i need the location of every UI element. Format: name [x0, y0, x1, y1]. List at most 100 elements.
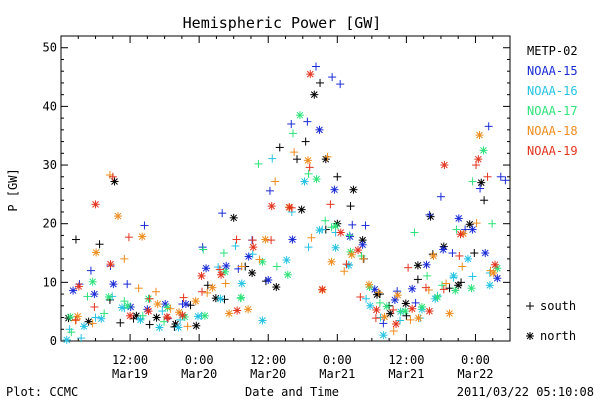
x-tick-label-date: Mar20 [250, 367, 286, 381]
north-marker-d2 [126, 312, 134, 320]
north-marker-d2 [192, 297, 200, 305]
north-marker-d2 [381, 313, 388, 321]
chart-title: Hemispheric Power [GW] [183, 14, 382, 32]
data-point-north [408, 284, 417, 293]
data-point-north [386, 309, 395, 318]
north-marker-d2 [365, 281, 373, 289]
data-point-north [306, 70, 315, 79]
north-marker-d2 [480, 147, 487, 154]
data-point-south [496, 172, 505, 181]
data-point-south [268, 154, 277, 163]
data-point-north [222, 261, 231, 270]
north-marker-d2 [296, 111, 304, 119]
data-point-south [151, 287, 160, 296]
data-point-north [336, 228, 345, 237]
north-marker-d2 [225, 310, 233, 317]
north-marker-d2 [401, 307, 409, 315]
north-marker-d2 [201, 312, 209, 320]
data-point-south [186, 301, 195, 310]
x-tick-label-time: 0:00 [461, 353, 490, 367]
north-marker-d2 [426, 307, 433, 315]
north-marker-d2 [469, 226, 476, 233]
data-point-north [474, 155, 483, 164]
north-marker-d2 [153, 314, 160, 321]
x-tick-label-date: Mar21 [388, 367, 424, 381]
north-marker-d2 [175, 324, 182, 331]
data-point-north [197, 271, 206, 280]
data-point-south [375, 298, 384, 307]
data-point-north [312, 175, 321, 184]
north-marker-d2 [154, 300, 162, 308]
north-marker-d2 [477, 179, 485, 186]
data-point-south [476, 184, 485, 193]
data-point-north [267, 202, 276, 211]
data-point-north [303, 156, 312, 165]
north-marker-d2 [441, 161, 448, 169]
north-marker-d2 [222, 262, 230, 270]
data-point-north [477, 178, 486, 187]
north-marker-d2 [454, 281, 462, 289]
north-marker-d2 [272, 283, 280, 291]
data-point-south [271, 177, 280, 186]
data-point-south [275, 143, 284, 152]
north-marker-d2 [175, 308, 183, 316]
data-point-north [208, 283, 217, 292]
data-point-north [331, 243, 340, 252]
data-point-south [120, 254, 129, 263]
north-marker-d2 [371, 286, 379, 293]
data-point-south [272, 262, 281, 271]
north-marker-d2 [259, 258, 266, 266]
data-point-north [433, 293, 442, 302]
data-point-north [285, 203, 294, 212]
north-marker-d2 [402, 300, 410, 307]
north-marker-d2 [221, 268, 229, 276]
north-marker-d2 [198, 272, 205, 280]
north-marker-d2 [237, 294, 245, 301]
data-point-north [425, 307, 434, 316]
data-point-north [445, 309, 454, 318]
data-point-south [71, 316, 80, 325]
data-point-north [248, 268, 257, 277]
data-point-south [439, 285, 448, 294]
data-point-north [225, 309, 234, 318]
data-point-north [414, 314, 423, 323]
legend-marker-label: north [540, 329, 576, 343]
north-marker-d2 [194, 313, 202, 320]
data-point-south [436, 192, 445, 201]
data-point-south [265, 186, 274, 195]
data-point-north [491, 260, 500, 269]
north-marker-d2 [259, 317, 266, 324]
data-point-north [475, 131, 484, 140]
data-point-north [233, 306, 242, 315]
series-noaa-19 [71, 70, 500, 328]
data-point-south [221, 279, 230, 288]
data-point-north [217, 270, 226, 279]
data-point-south [83, 292, 92, 301]
data-point-south [425, 210, 434, 219]
data-point-south [248, 250, 257, 259]
data-point-north [97, 314, 106, 323]
data-point-north [258, 316, 267, 325]
data-point-north [216, 294, 225, 303]
north-marker-d2 [298, 206, 305, 213]
data-point-south [348, 220, 357, 229]
data-point-south [124, 233, 133, 242]
north-marker-d2 [489, 269, 497, 277]
data-point-north [171, 319, 180, 328]
north-marker-d2 [328, 258, 335, 266]
data-point-north [80, 322, 89, 331]
data-point-north [310, 90, 319, 99]
north-marker-d2 [261, 236, 269, 243]
data-point-north [174, 323, 183, 332]
data-point-south [77, 334, 86, 343]
north-marker-d2 [408, 305, 416, 313]
north-marker-d2 [202, 264, 210, 272]
data-point-south [470, 249, 479, 258]
data-point-south [472, 219, 481, 228]
data-point-north [364, 280, 373, 289]
north-marker-d2 [164, 304, 171, 311]
data-point-south [321, 216, 330, 225]
data-point-south [374, 288, 383, 297]
data-point-north [297, 205, 306, 214]
north-marker-d2 [450, 272, 457, 280]
